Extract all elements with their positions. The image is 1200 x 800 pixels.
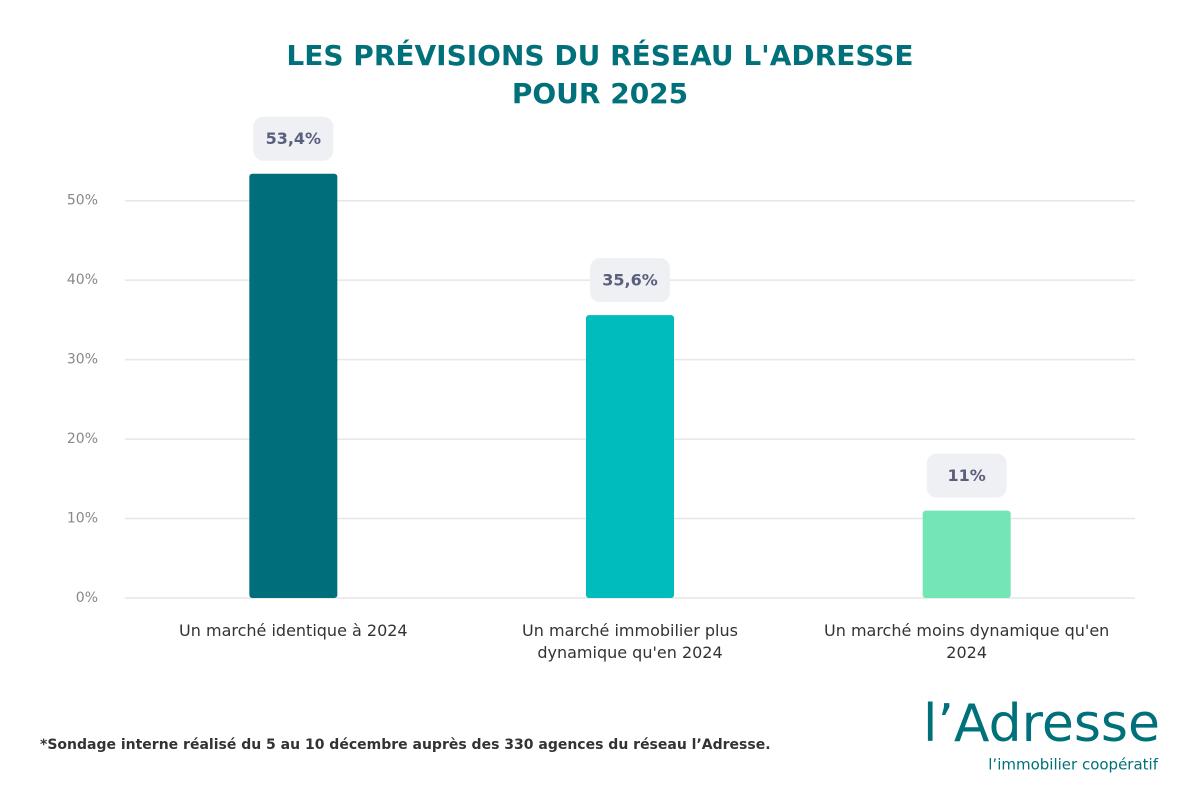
x-tick-label: Un marché moins dynamique qu'en 2024 <box>824 621 1110 662</box>
bar <box>249 173 338 599</box>
chart-title: POUR 2025 <box>512 77 688 110</box>
value-label: 11% <box>948 466 986 485</box>
x-tick-label: Un marché identique à 2024 <box>179 621 408 640</box>
y-tick-label: 20% <box>67 431 98 447</box>
y-tick-label: 50% <box>67 193 98 209</box>
y-tick-label: 10% <box>67 511 98 527</box>
logo-tagline: l’immobilier coopératif <box>988 756 1158 774</box>
chart-title: LES PRÉVISIONS DU RÉSEAU L'ADRESSE <box>286 38 913 72</box>
bar <box>586 315 674 598</box>
y-tick-label: 40% <box>67 272 98 288</box>
logo: l’Adresse <box>923 694 1160 754</box>
x-tick-label: Un marché immobilier plus dynamique qu'e… <box>522 621 738 662</box>
bar <box>922 510 1011 598</box>
footnote: *Sondage interne réalisé du 5 au 10 déce… <box>40 737 771 753</box>
y-tick-label: 30% <box>67 352 98 368</box>
value-label-bg <box>926 453 1007 498</box>
value-label-bg <box>253 116 334 161</box>
y-tick-label: 0% <box>76 590 98 606</box>
value-label: 53,4% <box>266 129 322 148</box>
value-label: 35,6% <box>602 271 658 290</box>
value-label-bg <box>590 258 670 303</box>
